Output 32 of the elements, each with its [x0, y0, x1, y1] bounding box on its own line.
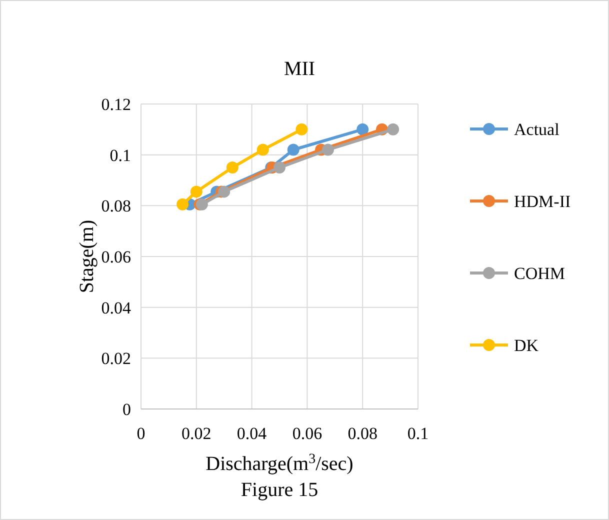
x-tick-label: 0.1	[407, 424, 429, 443]
point	[176, 198, 189, 210]
x-tick-label: 0	[136, 424, 146, 443]
legend-label: DK	[514, 336, 540, 355]
point	[226, 162, 238, 174]
x-axis-title: Discharge(m$^{3}$/sec)	[206, 452, 354, 475]
x-tick-label: 0.06	[292, 424, 322, 443]
y-tick-label: 0.12	[101, 94, 131, 114]
y-tick-label: 0	[122, 400, 131, 419]
legend-label: COHM	[514, 264, 566, 283]
y-tick-label: 0.08	[101, 196, 131, 216]
x-tick-label: 0.08	[348, 424, 378, 443]
point	[296, 123, 308, 136]
y-axis-title: Stage(m)	[76, 220, 98, 294]
point	[190, 186, 202, 198]
point	[218, 186, 230, 198]
chart-title: MII	[284, 58, 316, 80]
point	[274, 162, 286, 174]
point	[256, 144, 269, 156]
x-tick-label: 0.04	[236, 424, 268, 443]
legend-label: Actual	[514, 120, 560, 139]
y-tick-label: 0.02	[101, 349, 131, 368]
y-tick-label: 0.06	[101, 247, 131, 266]
caption: Figure 15	[240, 479, 318, 501]
y-tick-label: 0.1	[110, 146, 131, 165]
y-tick-label: 0.04	[101, 298, 132, 318]
point	[322, 144, 334, 156]
point	[356, 123, 369, 136]
x-tick-label: 0.02	[182, 424, 212, 443]
point	[387, 123, 400, 136]
point	[287, 144, 300, 156]
legend-label: HDM-II	[514, 192, 571, 211]
